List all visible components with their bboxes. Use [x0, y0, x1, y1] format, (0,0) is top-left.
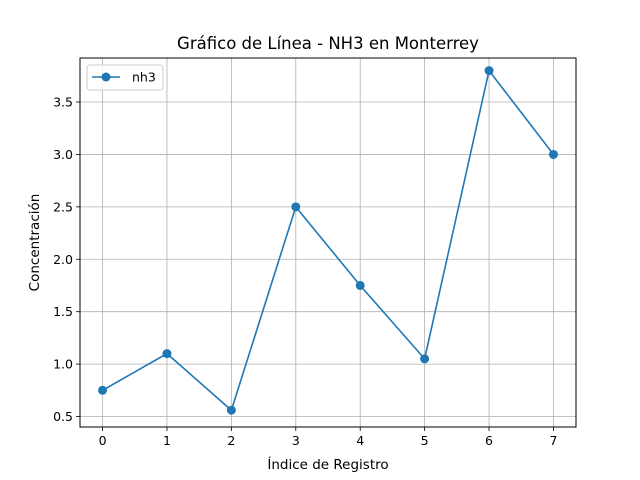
x-tick-label: 4: [356, 433, 364, 448]
legend: nh3: [86, 64, 164, 91]
y-tick-label: 2.5: [53, 199, 73, 214]
data-point: [484, 66, 494, 76]
legend-box: [86, 64, 164, 91]
x-tick-label: 0: [99, 433, 107, 448]
x-tick-label: 3: [292, 433, 300, 448]
y-tick-label: 1.0: [53, 357, 73, 372]
data-point: [420, 354, 430, 364]
x-tick-label: 5: [421, 433, 429, 448]
data-point: [226, 405, 236, 415]
y-tick-label: 0.5: [53, 409, 73, 424]
plot-frame: [79, 57, 577, 428]
x-axis-label: Índice de Registro: [267, 456, 388, 473]
data-point: [355, 280, 365, 290]
legend-marker-swatch: [101, 72, 111, 82]
data-point: [162, 349, 172, 359]
x-tick-label: 6: [485, 433, 493, 448]
axis-ticks: 0 1 2 3 4 5 6 7 0.5 1.0 1.5 2.0 2.5 3.0 3.5: [53, 95, 557, 448]
data-point: [291, 202, 301, 212]
x-tick-label: 1: [163, 433, 171, 448]
chart-title: Gráfico de Línea - NH3 en Monterrey: [177, 34, 479, 53]
data-point: [98, 385, 108, 395]
legend-label-nh3: nh3: [132, 70, 156, 85]
grid-lines: [80, 58, 576, 427]
data-point: [548, 149, 558, 159]
y-tick-label: 2.0: [53, 252, 73, 267]
series-line-nh3: [102, 69, 555, 412]
y-tick-label: 1.5: [53, 304, 73, 319]
y-tick-label: 3.0: [53, 147, 73, 162]
x-tick-label: 7: [549, 433, 557, 448]
series-layer: [98, 66, 558, 415]
x-tick-label: 2: [227, 433, 235, 448]
y-tick-label: 3.5: [53, 95, 73, 110]
y-axis-label: Concentración: [27, 194, 43, 292]
